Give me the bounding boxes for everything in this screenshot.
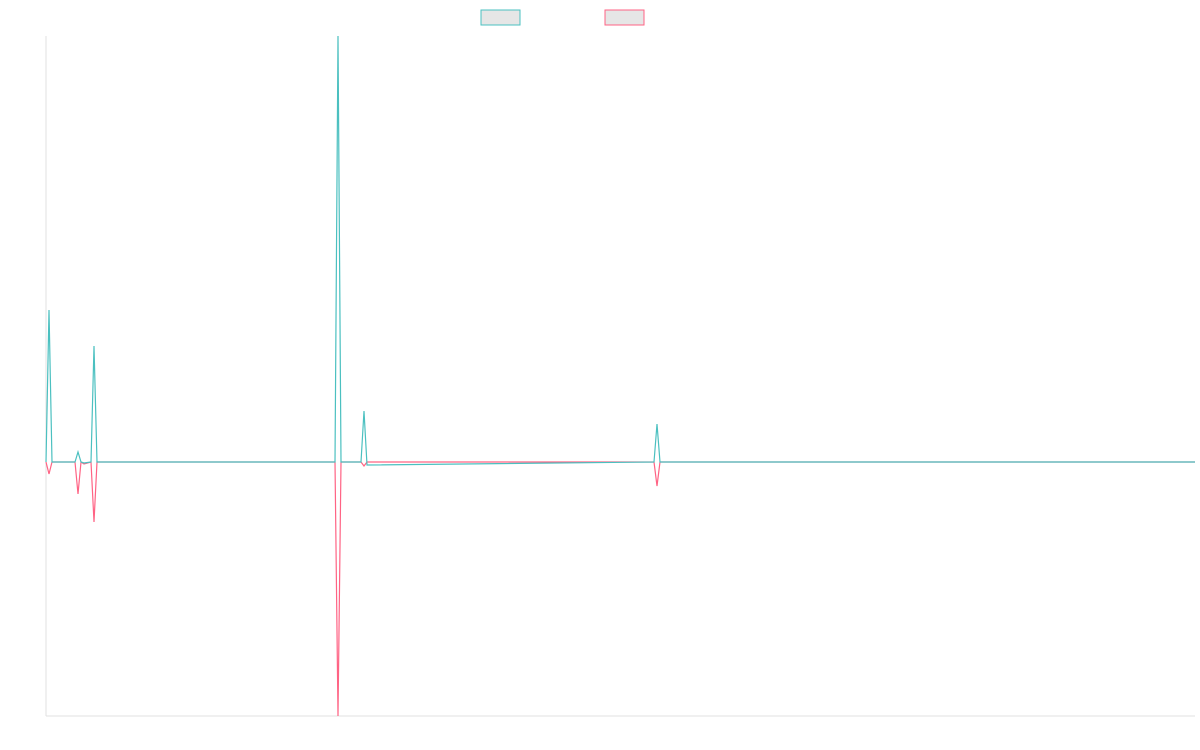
series-line <box>45 35 1195 466</box>
legend-swatch <box>604 9 645 26</box>
series-line <box>45 460 1195 717</box>
legend-swatch <box>480 9 521 26</box>
